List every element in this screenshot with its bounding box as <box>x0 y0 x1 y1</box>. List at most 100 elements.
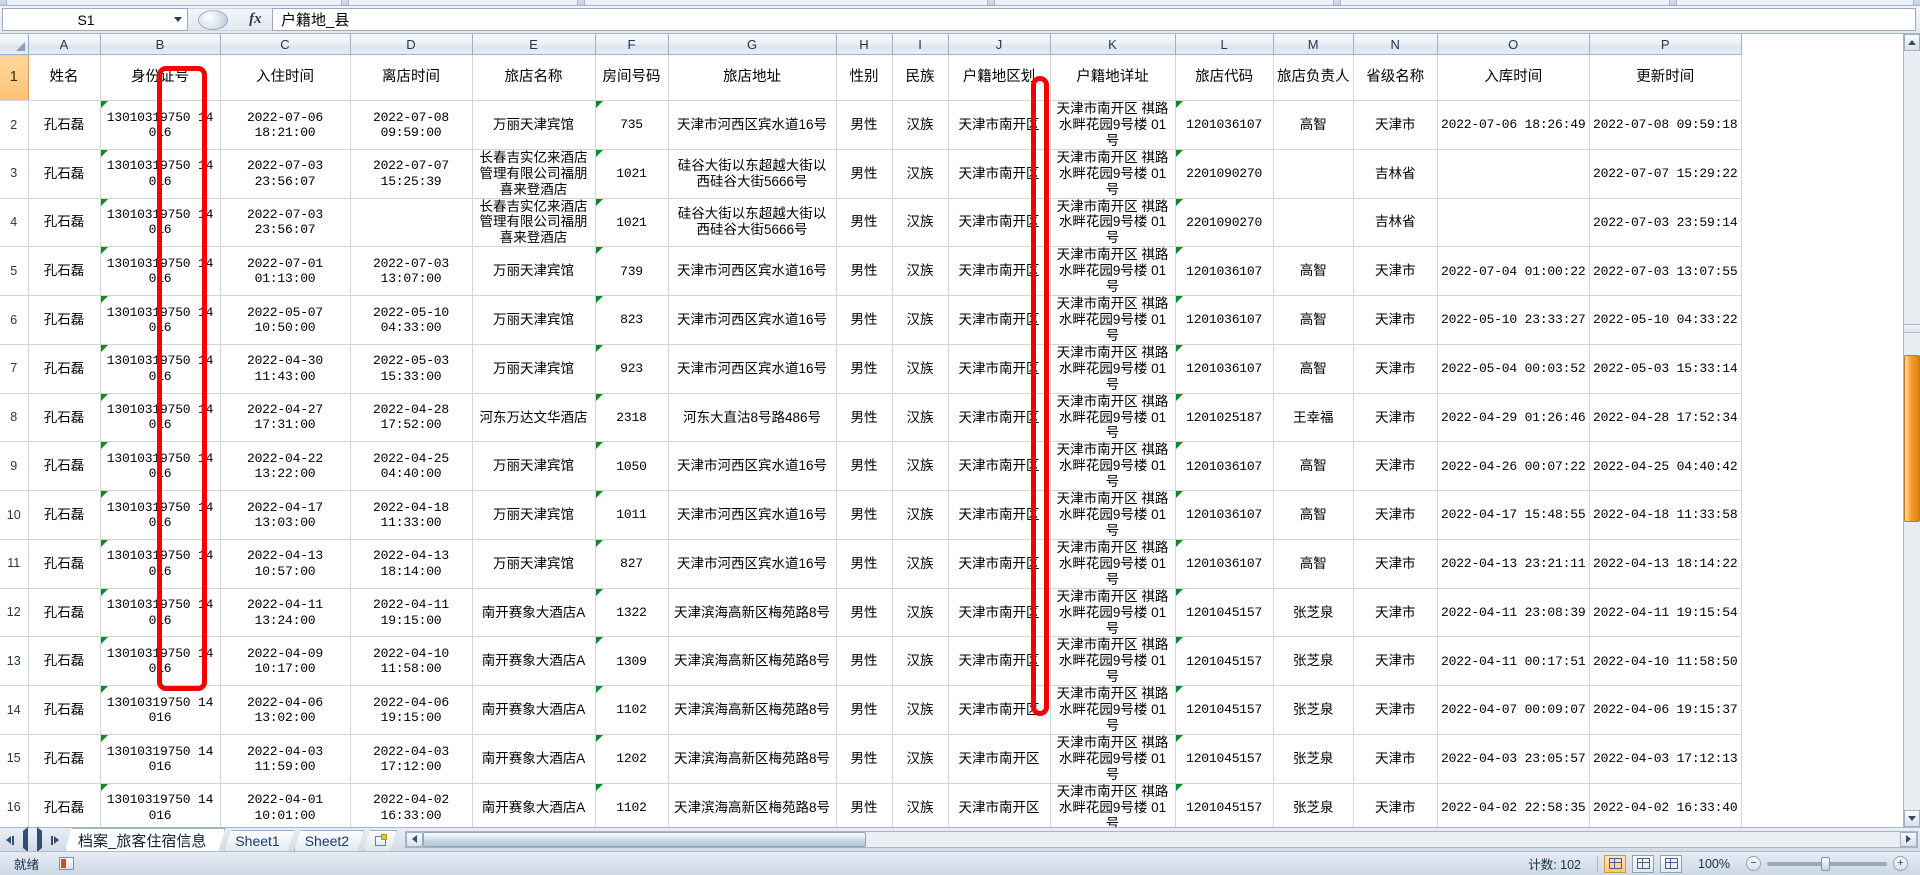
cell-E4[interactable]: 长春吉实亿来酒店管理有限公司福朋喜来登酒店 <box>472 198 596 248</box>
cell-N16[interactable]: 天津市 <box>1353 783 1438 827</box>
cell-D3[interactable]: 2022-07-07 15:25:39 <box>350 149 473 199</box>
cell-H5[interactable]: 男性 <box>836 246 893 297</box>
column-header-N[interactable]: N <box>1353 34 1438 55</box>
cell-H6[interactable]: 男性 <box>836 295 893 345</box>
column-title-cell[interactable]: 旅店名称 <box>472 54 596 101</box>
cell-O9[interactable]: 2022-04-26 00:07:22 <box>1437 441 1590 492</box>
cell-I12[interactable]: 汉族 <box>892 588 949 638</box>
cell-P6[interactable]: 2022-05-10 04:33:22 <box>1589 295 1742 345</box>
cell-P16[interactable]: 2022-04-02 16:33:40 <box>1589 783 1742 827</box>
table-row[interactable]: 7 孔石磊 13010319750 14 016 2022-04-30 11:43:0… <box>0 344 1742 394</box>
cell-O16[interactable]: 2022-04-02 22:58:35 <box>1437 783 1590 827</box>
cell-H8[interactable]: 男性 <box>836 393 893 443</box>
cell-F14[interactable]: 1102 <box>595 685 669 735</box>
cell-K12[interactable]: 天津市南开区 祺路水畔花园9号楼 01号 <box>1050 588 1176 638</box>
table-row[interactable]: 6 孔石磊 13010319750 14 016 2022-05-07 10:50:0… <box>0 295 1742 345</box>
column-header-O[interactable]: O <box>1437 34 1590 55</box>
cell-C8[interactable]: 2022-04-27 17:31:00 <box>220 393 351 443</box>
cell-B4[interactable]: 13010319750 14 016 <box>100 198 221 248</box>
scroll-left-button[interactable] <box>406 831 424 847</box>
column-header-H[interactable]: H <box>836 34 893 55</box>
cell-F5[interactable]: 739 <box>595 246 669 297</box>
cell-L5[interactable]: 1201036107 <box>1175 246 1274 297</box>
cell-D9[interactable]: 2022-04-25 04:40:00 <box>350 441 473 492</box>
cell-H13[interactable]: 男性 <box>836 636 893 687</box>
cell-A11[interactable]: 孔石磊 <box>28 539 101 589</box>
cell-F7[interactable]: 923 <box>595 344 669 394</box>
row-header-10[interactable]: 10 <box>0 490 29 540</box>
cell-P8[interactable]: 2022-04-28 17:52:34 <box>1589 393 1742 443</box>
cell-L10[interactable]: 1201036107 <box>1175 490 1274 540</box>
cell-M5[interactable]: 高智 <box>1273 246 1354 297</box>
cell-G15[interactable]: 天津滨海高新区梅苑路8号 <box>668 734 837 784</box>
column-title-cell[interactable]: 户籍地详址 <box>1050 54 1176 101</box>
row-header-12[interactable]: 12 <box>0 588 29 638</box>
cell-J14[interactable]: 天津市南开区 <box>948 685 1051 735</box>
cell-O8[interactable]: 2022-04-29 01:26:46 <box>1437 393 1590 443</box>
scroll-up-button[interactable] <box>1904 34 1920 51</box>
cell-C4[interactable]: 2022-07-03 23:56:07 <box>220 198 351 248</box>
column-header-A[interactable]: A <box>28 34 101 55</box>
cell-D8[interactable]: 2022-04-28 17:52:00 <box>350 393 473 443</box>
cell-J5[interactable]: 天津市南开区 <box>948 246 1051 297</box>
cell-M11[interactable]: 高智 <box>1273 539 1354 589</box>
cell-H12[interactable]: 男性 <box>836 588 893 638</box>
table-row[interactable]: 5 孔石磊 13010319750 14 016 2022-07-01 01:13:0… <box>0 246 1742 297</box>
cell-D11[interactable]: 2022-04-13 18:14:00 <box>350 539 473 589</box>
cell-G16[interactable]: 天津滨海高新区梅苑路8号 <box>668 783 837 827</box>
column-title-cell[interactable]: 省级名称 <box>1353 54 1438 101</box>
cell-L6[interactable]: 1201036107 <box>1175 295 1274 345</box>
cell-A2[interactable]: 孔石磊 <box>28 100 101 150</box>
cell-F4[interactable]: 1021 <box>595 198 669 248</box>
first-sheet-icon[interactable] <box>6 835 14 845</box>
horizontal-scroll-track[interactable] <box>423 831 1900 847</box>
column-header-F[interactable]: F <box>595 34 669 55</box>
cell-N6[interactable]: 天津市 <box>1353 295 1438 345</box>
cell-O6[interactable]: 2022-05-10 23:33:27 <box>1437 295 1590 345</box>
cell-C9[interactable]: 2022-04-22 13:22:00 <box>220 441 351 492</box>
cell-G12[interactable]: 天津滨海高新区梅苑路8号 <box>668 588 837 638</box>
cell-H4[interactable]: 男性 <box>836 198 893 248</box>
table-row[interactable]: 12 孔石磊 13010319750 14 016 2022-04-11 13:24:… <box>0 588 1742 638</box>
cell-O4[interactable] <box>1437 198 1590 248</box>
cell-A14[interactable]: 孔石磊 <box>28 685 101 735</box>
cell-J12[interactable]: 天津市南开区 <box>948 588 1051 638</box>
cell-B7[interactable]: 13010319750 14 016 <box>100 344 221 394</box>
cell-C15[interactable]: 2022-04-03 11:59:00 <box>220 734 351 784</box>
cell-N12[interactable]: 天津市 <box>1353 588 1438 638</box>
column-header-L[interactable]: L <box>1175 34 1274 55</box>
row-header-14[interactable]: 14 <box>0 685 29 735</box>
cell-H7[interactable]: 男性 <box>836 344 893 394</box>
cell-B2[interactable]: 13010319750 14 016 <box>100 100 221 150</box>
cell-A15[interactable]: 孔石磊 <box>28 734 101 784</box>
cell-F13[interactable]: 1309 <box>595 636 669 687</box>
cell-C14[interactable]: 2022-04-06 13:02:00 <box>220 685 351 735</box>
cell-E13[interactable]: 南开赛象大酒店A <box>472 636 596 687</box>
cell-D6[interactable]: 2022-05-10 04:33:00 <box>350 295 473 345</box>
cell-C13[interactable]: 2022-04-09 10:17:00 <box>220 636 351 687</box>
cell-E3[interactable]: 长春吉实亿来酒店管理有限公司福朋喜来登酒店 <box>472 149 596 199</box>
cell-A12[interactable]: 孔石磊 <box>28 588 101 638</box>
cell-J16[interactable]: 天津市南开区 <box>948 783 1051 827</box>
cell-F3[interactable]: 1021 <box>595 149 669 199</box>
cell-P14[interactable]: 2022-04-06 19:15:37 <box>1589 685 1742 735</box>
cell-I6[interactable]: 汉族 <box>892 295 949 345</box>
cell-P12[interactable]: 2022-04-11 19:15:54 <box>1589 588 1742 638</box>
scroll-right-button[interactable] <box>1900 831 1917 847</box>
cell-C2[interactable]: 2022-07-06 18:21:00 <box>220 100 351 150</box>
cell-H15[interactable]: 男性 <box>836 734 893 784</box>
cell-I13[interactable]: 汉族 <box>892 636 949 687</box>
cell-E2[interactable]: 万丽天津宾馆 <box>472 100 596 150</box>
cell-J4[interactable]: 天津市南开区 <box>948 198 1051 248</box>
zoom-in-icon[interactable]: + <box>1893 856 1908 871</box>
cell-L4[interactable]: 2201090270 <box>1175 198 1274 248</box>
column-title-cell[interactable]: 入库时间 <box>1437 54 1590 101</box>
cell-M9[interactable]: 高智 <box>1273 441 1354 492</box>
cell-J9[interactable]: 天津市南开区 <box>948 441 1051 492</box>
insert-function-oval-icon[interactable] <box>198 9 229 30</box>
cell-L11[interactable]: 1201036107 <box>1175 539 1274 589</box>
table-row[interactable]: 14 孔石磊 13010319750 14 016 2022-04-06 13:02:… <box>0 685 1742 735</box>
cell-F9[interactable]: 1050 <box>595 441 669 492</box>
cell-B15[interactable]: 13010319750 14 016 <box>100 734 221 784</box>
